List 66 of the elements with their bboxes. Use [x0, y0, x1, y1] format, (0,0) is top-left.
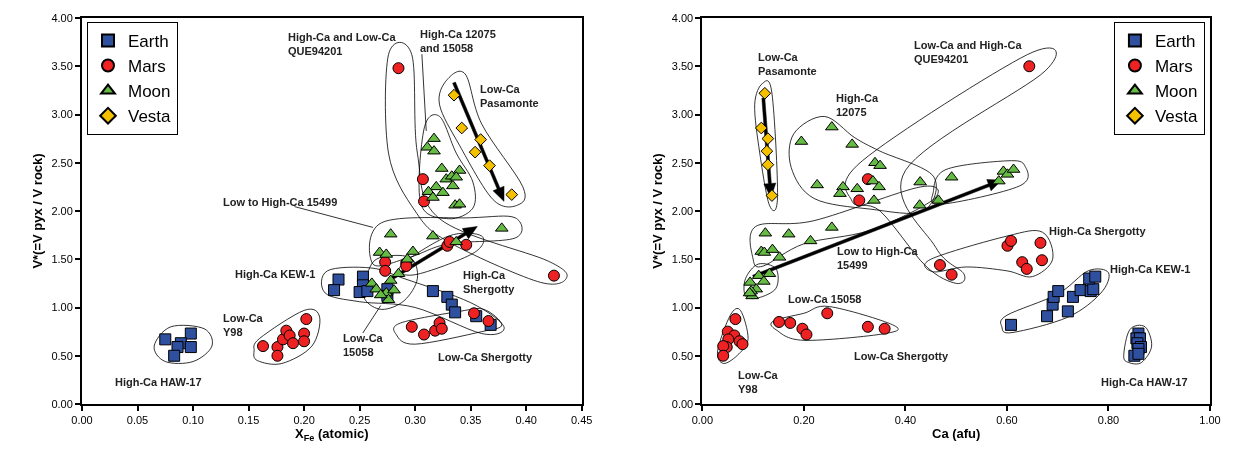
annotation: High-Ca and Low-Ca QUE94201: [288, 31, 397, 58]
annotation: High-Ca Shergotty: [463, 269, 516, 296]
legend-label: Moon: [1154, 82, 1198, 102]
x-tick-label: 0.60: [996, 414, 1018, 427]
x-tick-label: 0.15: [237, 414, 260, 427]
y-tick-label: 3.00: [51, 108, 73, 121]
y-tick-label: 0.50: [671, 349, 694, 362]
annotation: High-Ca HAW-17: [115, 376, 202, 388]
annotation: Low to High-Ca 15499: [837, 245, 919, 272]
x-tick-label: 0.35: [459, 414, 482, 427]
x-tick-label: 0.30: [404, 414, 426, 427]
x-tick-label: 0.40: [894, 414, 917, 427]
y-tick-label: 4.00: [51, 11, 73, 24]
legend-label: Earth: [1154, 32, 1196, 52]
x-tick-label: 0.10: [182, 414, 204, 427]
y-tick-label: 1.50: [51, 253, 73, 266]
y-tick-label: 3.00: [671, 108, 694, 121]
x-tick-label: 0.00: [691, 414, 714, 427]
annotation: Low-Ca and High-Ca QUE94201: [914, 39, 1023, 66]
y-tick-label: 1.50: [671, 253, 694, 266]
annotation: Low-Ca 15058: [788, 293, 862, 305]
annotation: High-Ca KEW-1: [235, 268, 316, 280]
y-tick-label: 4.00: [671, 11, 694, 24]
annotation: High-Ca Shergotty: [1049, 225, 1147, 237]
x-axis-title: Ca (afu): [932, 426, 981, 442]
annotation: Low-Ca 15058: [343, 332, 384, 359]
y-tick-label: 0.50: [51, 349, 73, 362]
annotation: Low-Ca Y98: [738, 369, 779, 396]
annotation: Low-Ca Y98: [223, 312, 264, 339]
legend-label: Mars: [1154, 57, 1193, 77]
x-tick-label: 0.00: [71, 414, 93, 427]
x-tick-label: 0.25: [348, 414, 371, 427]
x-tick-label: 0.80: [1097, 414, 1120, 427]
x-tick-label: 0.05: [126, 414, 149, 427]
x-tick-label: 1.00: [1199, 414, 1221, 427]
legend-label: Earth: [128, 32, 169, 52]
y-tick-label: 0.00: [671, 397, 694, 410]
y-tick-label: 2.00: [51, 204, 73, 217]
legend-label: Vesta: [128, 107, 172, 127]
annotation: Low to High-Ca 15499: [223, 196, 338, 208]
y-tick-label: 0.00: [51, 397, 73, 410]
x-tick-label: 0.20: [793, 414, 815, 427]
legend-label: Moon: [128, 82, 171, 102]
x-tick-label: 0.45: [570, 414, 593, 427]
y-tick-label: 3.50: [51, 60, 73, 73]
y-tick-label: 2.50: [51, 156, 73, 169]
y-axis-title: V*(=V pyx / V rock): [650, 153, 666, 269]
annotation: Low-Ca Shergotty: [854, 350, 949, 362]
annotation: Low-Ca Shergotty: [438, 351, 533, 363]
annotation: High-Ca KEW-1: [1110, 263, 1191, 275]
annotation: Low-Ca Pasamonte: [758, 51, 817, 78]
y-tick-label: 1.00: [51, 301, 73, 314]
annotation: High-Ca 12075 and 15058: [420, 28, 496, 55]
x-axis-title: X$_{Fe}$ (atomic): [295, 426, 369, 444]
y-tick-label: 2.00: [671, 204, 694, 217]
x-tick-label: 0.40: [515, 414, 537, 427]
legend-label: Vesta: [1154, 107, 1198, 127]
y-tick-label: 1.00: [671, 301, 694, 314]
annotation: High-Ca 12075: [836, 92, 880, 119]
x-tick-label: 0.20: [293, 414, 315, 427]
y-tick-label: 3.50: [671, 60, 694, 73]
legend-label: Mars: [128, 57, 166, 77]
annotation: High-Ca HAW-17: [1101, 376, 1188, 388]
y-axis-title: V*(=V pyx / V rock): [29, 153, 45, 269]
annotation: Low-Ca Pasamonte: [480, 83, 539, 110]
y-tick-label: 2.50: [671, 156, 694, 169]
